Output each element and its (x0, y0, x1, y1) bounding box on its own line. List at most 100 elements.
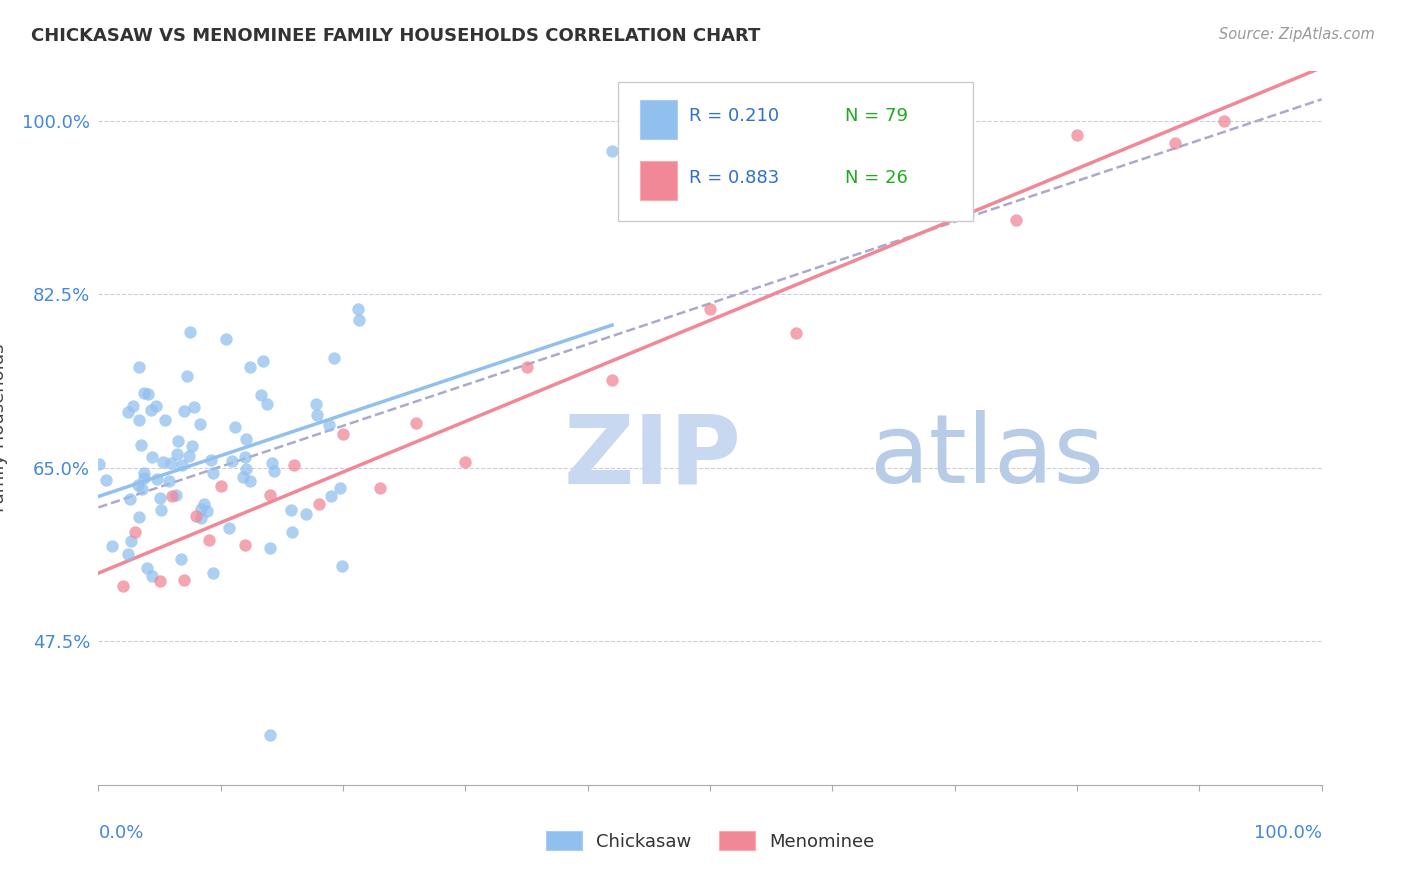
Point (179, 325, 201, 339)
Point (152, 455, 174, 469)
Point (173, 574, 195, 588)
Point (280, 503, 302, 517)
Point (330, 559, 353, 574)
Point (259, 541, 281, 555)
Point (201, 466, 224, 480)
Point (319, 489, 342, 503)
Point (157, 474, 180, 488)
Point (943, 189, 966, 203)
Point (600, 144, 623, 158)
Point (197, 533, 219, 548)
Legend: Chickasaw, Menominee: Chickasaw, Menominee (538, 824, 882, 858)
Point (170, 552, 193, 566)
Point (515, 359, 537, 374)
Text: Source: ZipAtlas.com: Source: ZipAtlas.com (1219, 27, 1375, 42)
Text: ZIP: ZIP (564, 410, 741, 503)
FancyBboxPatch shape (640, 100, 678, 139)
Point (170, 458, 193, 472)
Point (209, 478, 232, 492)
Point (128, 510, 150, 524)
Point (111, 579, 134, 593)
Point (121, 400, 143, 414)
Point (149, 491, 172, 505)
Point (250, 387, 273, 401)
Point (346, 301, 368, 316)
Point (883, 195, 905, 210)
Point (155, 413, 177, 427)
Point (224, 420, 246, 434)
Point (166, 434, 188, 449)
Point (235, 432, 257, 446)
Point (1164, 136, 1187, 150)
Point (328, 481, 350, 495)
Point (141, 569, 163, 583)
Point (87, 458, 110, 472)
Point (233, 538, 256, 552)
Point (127, 478, 149, 492)
FancyBboxPatch shape (619, 82, 973, 221)
Point (259, 728, 281, 742)
Point (132, 466, 155, 480)
Text: N = 26: N = 26 (845, 169, 907, 187)
Point (263, 464, 285, 478)
Text: 0.0%: 0.0% (98, 824, 143, 842)
Point (190, 502, 212, 516)
Point (201, 566, 224, 580)
Point (307, 408, 329, 422)
Text: R = 0.210: R = 0.210 (689, 107, 779, 125)
Point (160, 456, 183, 470)
Point (347, 313, 370, 327)
Point (180, 439, 202, 453)
Point (131, 438, 153, 452)
Point (221, 454, 243, 468)
Point (94, 473, 117, 487)
Point (190, 511, 212, 525)
Point (132, 471, 155, 485)
Point (233, 450, 256, 464)
Point (117, 547, 139, 561)
Point (1212, 114, 1234, 128)
Point (785, 326, 807, 340)
Point (141, 450, 163, 464)
Point (179, 449, 201, 463)
Point (239, 360, 262, 375)
Point (239, 474, 262, 488)
Text: R = 0.883: R = 0.883 (689, 169, 779, 187)
Point (186, 508, 208, 523)
Point (232, 470, 254, 484)
Point (1066, 128, 1088, 142)
Point (1004, 213, 1026, 227)
Point (318, 418, 340, 433)
Point (405, 416, 427, 430)
Point (281, 524, 304, 539)
Text: 100.0%: 100.0% (1254, 824, 1322, 842)
Point (173, 404, 195, 418)
FancyBboxPatch shape (640, 161, 678, 200)
Point (218, 521, 240, 535)
Point (195, 504, 218, 518)
Point (308, 497, 330, 511)
Point (256, 397, 278, 411)
Point (252, 354, 274, 368)
Point (134, 386, 156, 401)
Point (454, 455, 477, 469)
Point (193, 497, 215, 511)
Point (135, 561, 157, 575)
Point (128, 359, 150, 374)
Point (160, 489, 183, 503)
Text: N = 79: N = 79 (845, 107, 908, 125)
Point (259, 488, 281, 502)
Point (100, 539, 122, 553)
Point (120, 534, 142, 549)
Point (120, 491, 142, 506)
Point (260, 456, 283, 470)
Point (190, 417, 212, 432)
Point (235, 462, 257, 476)
Y-axis label: Family Households: Family Households (0, 344, 8, 512)
Point (141, 403, 163, 417)
Point (176, 369, 198, 384)
Point (149, 574, 172, 588)
Point (136, 387, 159, 401)
Point (332, 427, 354, 442)
Point (215, 332, 238, 346)
